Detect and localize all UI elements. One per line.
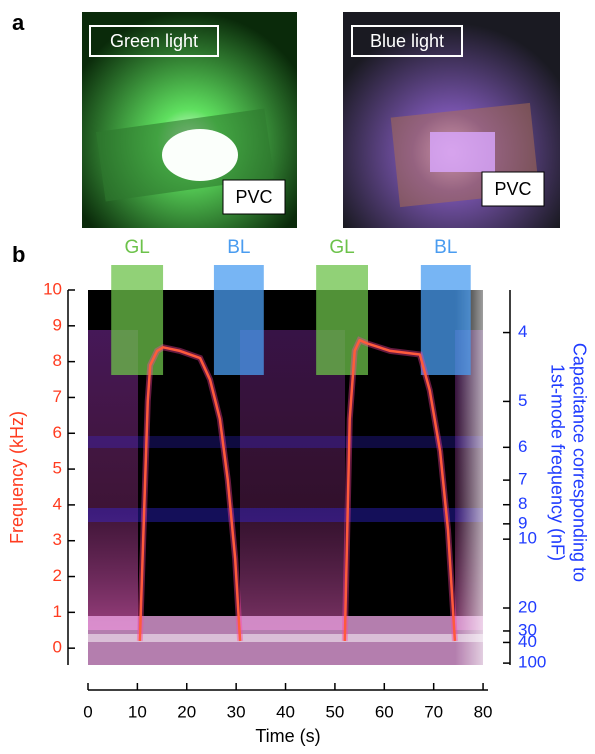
x-tick-label: 10 <box>128 702 147 721</box>
x-tick-label: 60 <box>375 702 394 721</box>
y2-tick-label: 4 <box>518 322 527 341</box>
x-tick-label: 40 <box>276 702 295 721</box>
y-tick-label: 5 <box>53 459 62 478</box>
band-label: BL <box>227 237 250 258</box>
spectrogram-background <box>88 290 500 665</box>
y-tick-label: 4 <box>53 494 62 513</box>
x-tick-label: 50 <box>325 702 344 721</box>
x-tick-label: 20 <box>177 702 196 721</box>
x-tick-label: 70 <box>424 702 443 721</box>
light-band <box>213 265 264 375</box>
y-tick-label: 2 <box>53 566 62 585</box>
y-tick-label: 0 <box>53 638 62 657</box>
light-band <box>420 265 471 375</box>
y2-tick-label: 8 <box>518 494 527 513</box>
photo-label: Blue light <box>370 31 444 51</box>
y-tick-label: 6 <box>53 423 62 442</box>
x-tick-label: 80 <box>474 702 493 721</box>
frequency-trace <box>138 346 242 642</box>
panel-label: a <box>12 10 25 35</box>
panel-label: b <box>12 242 25 267</box>
photo-green: Green light PVC <box>82 12 297 228</box>
y2-tick-label: 9 <box>518 513 527 532</box>
y2-tick-label: 30 <box>518 620 537 639</box>
x-axis-label: Time (s) <box>255 726 320 746</box>
y2-tick-label: 100 <box>518 653 546 672</box>
y-tick-label: 3 <box>53 530 62 549</box>
y-tick-label: 9 <box>53 315 62 334</box>
y-tick-label: 7 <box>53 387 62 406</box>
light-band <box>316 265 368 375</box>
y2-axis-label: Capacitance corresponding to <box>569 343 589 582</box>
band-label: GL <box>329 237 354 258</box>
x-tick-label: 0 <box>83 702 92 721</box>
y-tick-label: 8 <box>53 351 62 370</box>
x-tick-label: 30 <box>227 702 246 721</box>
y2-tick-label: 10 <box>518 529 537 548</box>
band-label: GL <box>124 237 149 258</box>
y-axis-label: Frequency (kHz) <box>7 411 27 544</box>
frequency-trace <box>343 338 457 642</box>
photo-label: Green light <box>110 31 198 51</box>
y2-tick-label: 5 <box>518 391 527 410</box>
sample-label: PVC <box>494 179 531 199</box>
sample-label: PVC <box>235 187 272 207</box>
band-label: BL <box>434 237 457 258</box>
y-tick-label: 10 <box>43 279 62 298</box>
y2-axis-label: 1st-mode frequency (nF) <box>547 364 567 561</box>
y2-tick-label: 7 <box>518 470 527 489</box>
y2-tick-label: 20 <box>518 597 537 616</box>
y2-tick-label: 6 <box>518 437 527 456</box>
photo-blue: Blue light PVC <box>343 12 560 228</box>
y2-tick-label: 40 <box>518 632 537 651</box>
y-tick-label: 1 <box>53 602 62 621</box>
